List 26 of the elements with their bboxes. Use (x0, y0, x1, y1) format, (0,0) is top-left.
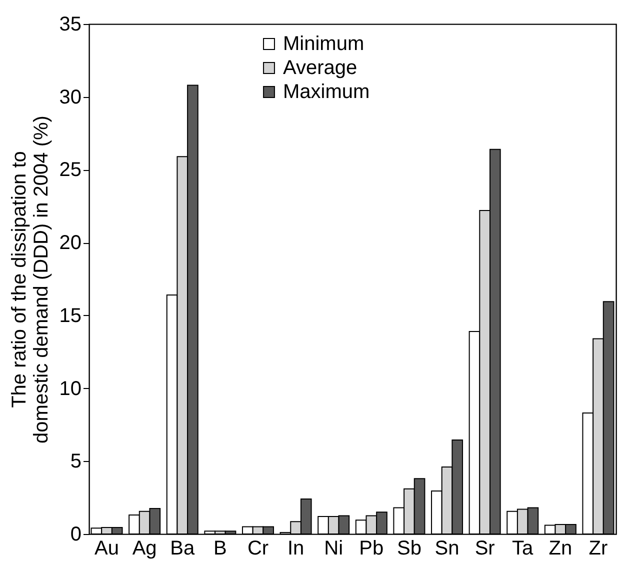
legend-label: Maximum (283, 81, 370, 103)
x-tick-label: Sn (434, 538, 460, 560)
x-tick-label: Zr (588, 538, 608, 560)
legend-label: Minimum (283, 33, 364, 55)
y-axis-title: The ratio of the dissipation to domestic demand (DDD) in 2004 (%) (8, 116, 52, 444)
x-tick-label: Ba (170, 538, 196, 560)
y-tick-label: 5 (70, 450, 82, 473)
x-tick-label: Zn (548, 538, 572, 560)
x-tick-label: Ag (132, 538, 157, 560)
legend-label: Average (283, 57, 358, 79)
x-tick-label: Ni (324, 538, 344, 560)
x-tick-label: In (287, 538, 304, 560)
x-tick-label: Ta (512, 538, 534, 560)
y-tick-label: 10 (59, 378, 82, 400)
x-tick-label: Cr (247, 538, 269, 560)
y-tick-label: 0 (70, 524, 82, 546)
y-tick-label: 35 (59, 14, 82, 36)
x-tick-label: B (214, 538, 227, 560)
y-tick-label: 20 (59, 232, 82, 254)
y-tick-label: 30 (59, 86, 82, 108)
x-tick-label: Sb (396, 538, 422, 560)
y-tick-label: 15 (59, 304, 82, 327)
x-tick-label: Sr (474, 538, 496, 560)
x-tick-label: Au (94, 538, 120, 560)
y-tick-label: 25 (59, 159, 82, 182)
x-tick-label: Pb (359, 538, 384, 560)
